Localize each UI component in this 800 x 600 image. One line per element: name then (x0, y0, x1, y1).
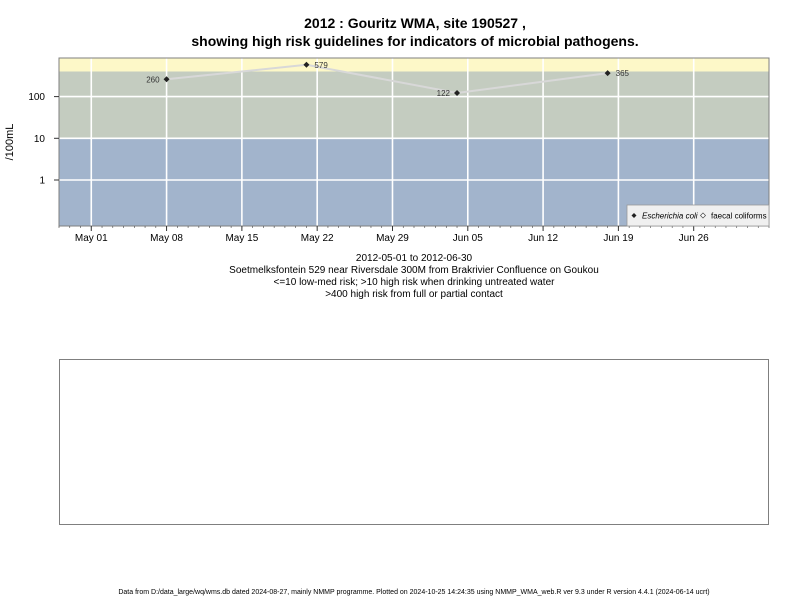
y-tick-label: 1 (39, 176, 45, 187)
ecoli-point-label: 365 (616, 69, 630, 78)
x-tick-label: Jun 19 (603, 233, 633, 244)
ecoli-point-label: 122 (437, 89, 451, 98)
x-tick-label: May 01 (75, 233, 108, 244)
x-tick-label: May 15 (225, 233, 258, 244)
chart-title: 2012 : Gouritz WMA, site 190527 , showin… (0, 14, 800, 50)
risk-bands (59, 58, 769, 226)
legend-faecal-marker (700, 212, 706, 219)
legend-box (626, 204, 770, 227)
x-tick-label: Jun 26 (679, 233, 709, 244)
ecoli-point (303, 61, 310, 68)
series-lines (166, 63, 608, 95)
ecoli-point (163, 76, 170, 83)
ecoli-point (454, 89, 461, 96)
x-tick-label: May 08 (150, 233, 183, 244)
data-points (163, 61, 611, 96)
date-range-caption: 2012-05-01 to 2012-06-30 (355, 253, 473, 264)
high-risk-caption: >400 high risk from full or partial cont… (325, 289, 503, 300)
ecoli-series-line (166, 63, 608, 95)
chart-title-line-2: showing high risk guidelines for indicat… (191, 33, 639, 49)
data-labels: 260 579 122 365 (146, 61, 629, 98)
legend-faecal-label: faecal coliforms (711, 212, 767, 221)
chart-captions: 2012-05-01 to 2012-06-30 Soetmelksfontei… (0, 253, 800, 301)
grid-lines (59, 58, 769, 226)
legend: Escherichia coli faecal coliforms (626, 204, 770, 227)
y-axis-label: /100mL (4, 124, 16, 161)
x-tick-label: Jun 05 (453, 233, 483, 244)
ecoli-point-label: 260 (146, 75, 160, 84)
y-tick-label: 10 (34, 134, 46, 145)
legend-ecoli-label: Escherichia coli (642, 212, 698, 221)
risk-band-2 (59, 58, 769, 72)
y-tick-label: 100 (28, 92, 45, 103)
x-tick-label: May 22 (301, 233, 334, 244)
empty-plot-panel (59, 359, 769, 525)
axes: May 01 May 08 May 15 May 22 May 29 Jun 05 Jun … (4, 57, 770, 244)
ecoli-point (604, 70, 611, 77)
site-caption: Soetmelksfontein 529 near Riversdale 300… (229, 265, 599, 276)
x-tick-label: May 29 (376, 233, 409, 244)
chart-title-line-1: 2012 : Gouritz WMA, site 190527 , (304, 15, 526, 31)
risk-band-1 (59, 71, 769, 139)
footer-note: Data from D:/data_large/wq/wms.db dated … (118, 589, 710, 596)
x-tick-label: Jun 12 (528, 233, 558, 244)
ecoli-point-label: 579 (314, 61, 328, 70)
legend-ecoli-marker (631, 213, 637, 218)
low-risk-caption: <=10 low-med risk; >10 high risk when dr… (273, 277, 555, 288)
